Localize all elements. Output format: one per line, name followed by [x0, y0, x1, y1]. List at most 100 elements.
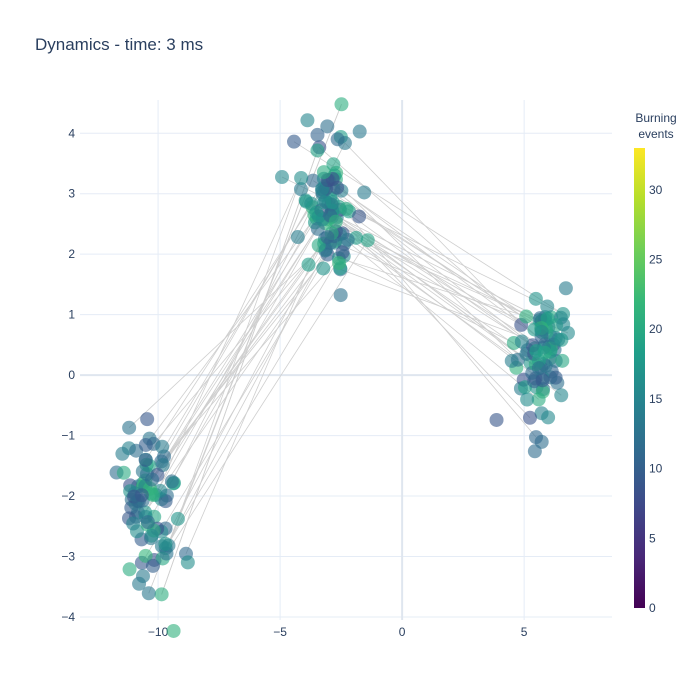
edge-line — [324, 238, 542, 329]
data-point[interactable] — [310, 143, 325, 158]
data-point[interactable] — [158, 494, 173, 509]
data-point[interactable] — [320, 230, 335, 245]
data-point[interactable] — [556, 307, 571, 322]
edge-line — [325, 188, 537, 438]
data-point[interactable] — [144, 528, 159, 543]
data-point[interactable] — [166, 623, 181, 638]
data-point[interactable] — [309, 205, 324, 220]
data-point[interactable] — [135, 464, 150, 479]
data-point[interactable] — [145, 558, 160, 573]
edge-line — [144, 179, 337, 513]
edge-line — [321, 209, 522, 326]
data-point[interactable] — [158, 536, 173, 551]
data-point[interactable] — [140, 412, 155, 427]
data-point[interactable] — [294, 170, 309, 185]
data-point[interactable] — [332, 256, 347, 271]
data-point[interactable] — [352, 124, 367, 139]
data-point[interactable] — [335, 245, 350, 260]
data-point[interactable] — [333, 288, 348, 303]
data-point[interactable] — [357, 185, 372, 200]
data-point[interactable] — [122, 420, 137, 435]
data-point[interactable] — [122, 562, 137, 577]
data-point[interactable] — [287, 134, 302, 149]
data-point[interactable] — [145, 487, 160, 502]
data-point[interactable] — [548, 370, 563, 385]
data-point[interactable] — [300, 113, 315, 128]
colorbar-gradient — [634, 148, 645, 608]
data-point[interactable] — [504, 353, 519, 368]
data-point[interactable] — [340, 232, 355, 247]
data-point[interactable] — [275, 170, 290, 185]
edge-line — [321, 209, 533, 346]
data-point[interactable] — [528, 291, 543, 306]
data-point[interactable] — [554, 332, 569, 347]
data-point[interactable] — [135, 569, 150, 584]
edge-line — [145, 187, 338, 446]
data-point[interactable] — [527, 444, 542, 459]
data-point[interactable] — [116, 465, 131, 480]
data-point[interactable] — [558, 281, 573, 296]
data-point[interactable] — [528, 430, 543, 445]
edge-line — [165, 252, 343, 549]
data-point[interactable] — [138, 452, 153, 467]
data-point[interactable] — [529, 344, 544, 359]
y-tick-label: −4 — [61, 610, 75, 624]
data-point[interactable] — [320, 119, 335, 134]
data-point[interactable] — [301, 257, 316, 272]
data-point[interactable] — [325, 195, 340, 210]
data-point[interactable] — [531, 361, 546, 376]
data-point[interactable] — [134, 488, 149, 503]
data-point[interactable] — [555, 353, 570, 368]
data-point[interactable] — [316, 261, 331, 276]
colorbar: Burning events 0 5 10 15 20 25 30 — [634, 111, 677, 615]
data-point[interactable] — [489, 412, 504, 427]
data-point[interactable] — [541, 410, 556, 425]
data-point[interactable] — [520, 392, 535, 407]
data-point[interactable] — [306, 173, 321, 188]
data-point[interactable] — [310, 127, 325, 142]
data-point[interactable] — [290, 230, 305, 245]
data-point[interactable] — [170, 511, 185, 526]
data-point[interactable] — [519, 309, 534, 324]
y-tick-label: −2 — [61, 489, 75, 503]
data-point[interactable] — [352, 209, 367, 224]
data-point[interactable] — [138, 548, 153, 563]
data-point[interactable] — [140, 515, 155, 530]
data-point[interactable] — [360, 233, 375, 248]
y-tick-label: 0 — [68, 368, 75, 382]
data-point[interactable] — [141, 586, 156, 601]
data-point[interactable] — [126, 516, 141, 531]
data-point[interactable] — [180, 555, 195, 570]
y-tick-label: 1 — [68, 308, 75, 322]
data-point[interactable] — [522, 410, 537, 425]
data-point[interactable] — [330, 132, 345, 147]
data-point[interactable] — [293, 182, 308, 197]
data-point[interactable] — [328, 214, 343, 229]
edge-line — [344, 142, 522, 326]
data-point[interactable] — [540, 299, 555, 314]
data-point[interactable] — [138, 437, 153, 452]
data-point[interactable] — [115, 446, 130, 461]
data-point[interactable] — [531, 392, 546, 407]
data-point[interactable] — [334, 97, 349, 112]
colorbar-tick-label: 20 — [649, 322, 663, 336]
data-point[interactable] — [527, 322, 542, 337]
y-tick-label: 4 — [68, 126, 75, 140]
data-point[interactable] — [316, 165, 331, 180]
data-point[interactable] — [145, 472, 160, 487]
edge-line — [185, 245, 320, 554]
data-point[interactable] — [514, 334, 529, 349]
data-point[interactable] — [556, 317, 571, 332]
data-point[interactable] — [164, 474, 179, 489]
edge-line — [325, 249, 515, 344]
x-tick-label: −10 — [148, 625, 169, 639]
data-point[interactable] — [554, 388, 569, 403]
data-point[interactable] — [154, 587, 169, 602]
data-point[interactable] — [326, 157, 341, 172]
data-point[interactable] — [155, 439, 170, 454]
data-point[interactable] — [535, 373, 550, 388]
data-point[interactable] — [339, 201, 354, 216]
edge-line — [319, 146, 550, 348]
